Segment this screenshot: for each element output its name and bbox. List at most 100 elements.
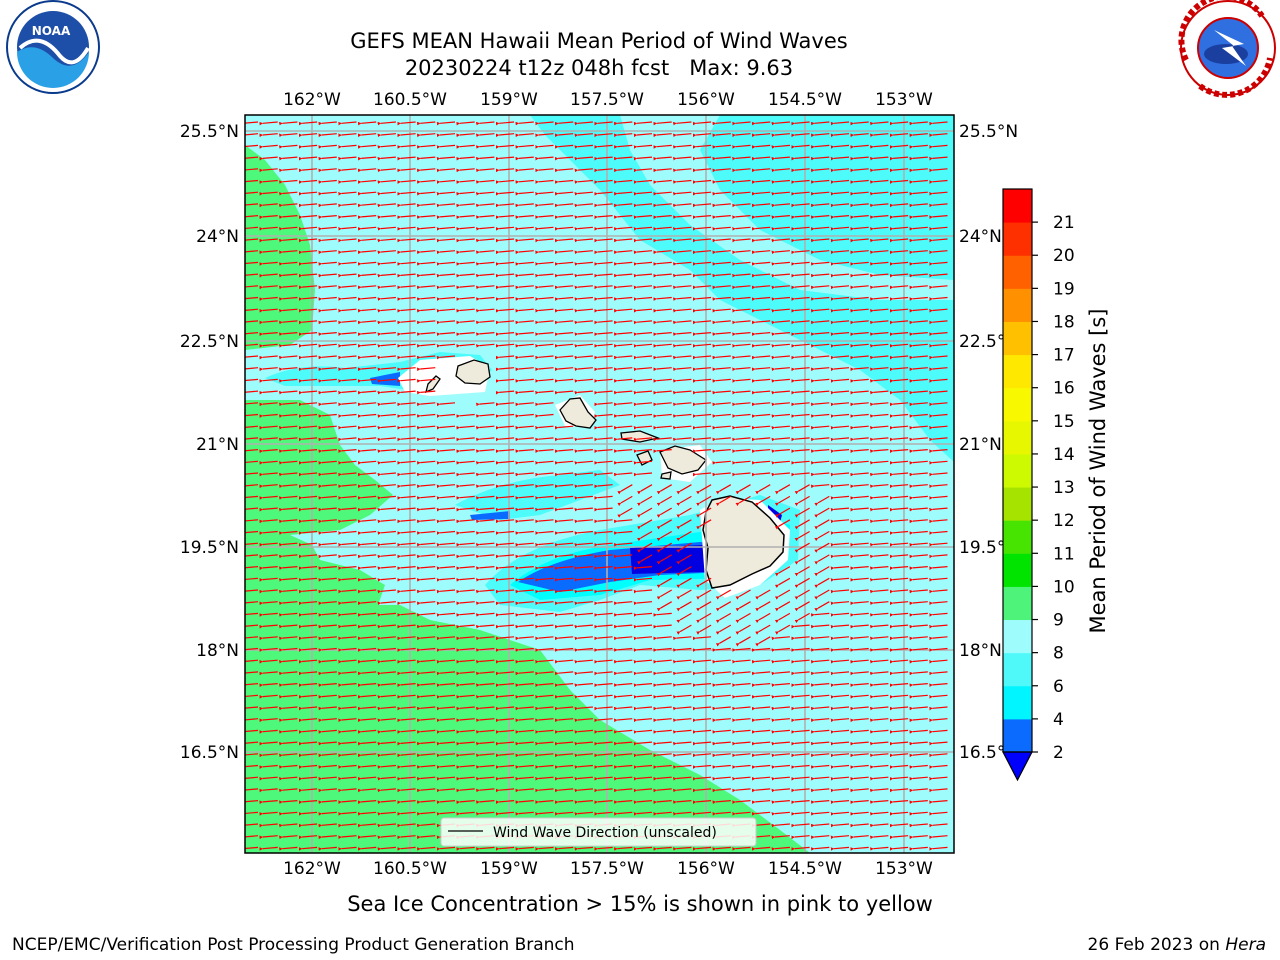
wind-wave-arrow (810, 238, 830, 243)
wind-wave-arrow (515, 156, 534, 161)
wind-wave-arrow (377, 203, 396, 208)
wind-wave-arrow (751, 179, 771, 184)
wind-wave-arrow (810, 168, 830, 173)
wind-wave-arrow (732, 168, 751, 173)
wind-wave-arrow (929, 121, 948, 126)
wind-wave-arrow (909, 191, 928, 196)
wind-wave-arrow (870, 250, 889, 255)
wind-wave-arrow (436, 226, 456, 231)
lon-label-top: 153°W (875, 90, 933, 110)
wind-wave-arrow (712, 156, 731, 161)
wind-wave-arrow (633, 168, 653, 173)
wind-wave-arrow (889, 261, 909, 266)
wind-wave-arrow (791, 179, 810, 184)
colorbar-segment (1003, 586, 1032, 621)
wind-wave-arrow (830, 285, 850, 290)
wind-wave-arrow (279, 285, 298, 290)
wind-wave-arrow (810, 285, 830, 290)
colorbar-tick-label: 8 (1053, 644, 1064, 664)
wind-wave-arrow (771, 226, 790, 231)
wind-wave-arrow (692, 179, 712, 184)
wind-wave-arrow (712, 121, 731, 126)
wind-wave-arrow (594, 144, 613, 149)
legend-label: Wind Wave Direction (unscaled) (493, 825, 717, 841)
wind-wave-arrow (830, 250, 850, 255)
wind-wave-arrow (515, 203, 534, 208)
wind-wave-arrow (259, 156, 278, 161)
wind-wave-arrow (554, 168, 574, 173)
wind-wave-arrow (889, 168, 909, 173)
wind-wave-arrow (338, 226, 357, 231)
wind-wave-arrow (653, 250, 672, 255)
colorbar-segment (1003, 387, 1032, 422)
wind-wave-arrow (318, 156, 337, 161)
wind-wave-arrow (476, 296, 495, 301)
wind-wave-arrow (732, 121, 751, 126)
lon-label-top: 156°W (677, 90, 735, 110)
wind-wave-arrow (377, 179, 396, 184)
wind-wave-arrow (298, 308, 318, 313)
wind-wave-arrow (397, 133, 416, 138)
wind-wave-arrow (830, 226, 850, 231)
wind-wave-arrow (357, 144, 377, 149)
wind-wave-arrow (929, 273, 948, 278)
wind-wave-arrow (791, 203, 810, 208)
wind-wave-arrow (476, 238, 495, 243)
wind-wave-arrow (574, 168, 593, 173)
colorbar-tick-label: 21 (1053, 213, 1075, 233)
wind-wave-arrow (574, 121, 593, 126)
wind-wave-arrow (554, 133, 574, 138)
lat-label-left: 16.5°N (180, 743, 239, 763)
wind-wave-arrow (535, 296, 554, 301)
wind-wave-arrow (692, 144, 712, 149)
lon-label-top: 162°W (283, 90, 341, 110)
wind-wave-arrow (870, 156, 889, 161)
wind-wave-arrow (594, 273, 613, 278)
wind-wave-arrow (929, 133, 948, 138)
wind-wave-arrow (633, 285, 653, 290)
wind-wave-arrow (830, 273, 850, 278)
wind-wave-arrow (673, 250, 692, 255)
wind-wave-arrow (870, 144, 889, 149)
lat-label-left: 22.5°N (180, 332, 239, 352)
wind-wave-arrow (397, 250, 416, 255)
wind-wave-arrow (574, 215, 593, 219)
wind-wave-arrow (732, 285, 751, 290)
lon-label-bottom: 162°W (283, 859, 341, 879)
wind-wave-arrow (456, 226, 475, 231)
wind-wave-arrow (751, 203, 771, 208)
wind-wave-arrow (653, 203, 672, 208)
wind-wave-arrow (771, 215, 790, 219)
wind-wave-arrow (416, 121, 436, 126)
wind-wave-arrow (515, 238, 534, 243)
wind-wave-arrow (712, 144, 731, 149)
wind-wave-arrow (535, 168, 554, 173)
wind-wave-arrow (298, 215, 318, 219)
wind-wave-arrow (712, 250, 731, 255)
wind-wave-arrow (732, 156, 751, 161)
wind-wave-arrow (712, 261, 731, 266)
wind-wave-arrow (377, 238, 396, 243)
wind-wave-arrow (929, 261, 948, 266)
wind-wave-arrow (554, 285, 574, 290)
wind-wave-arrow (594, 191, 613, 196)
wind-wave-arrow (416, 203, 436, 208)
wind-wave-arrow (476, 226, 495, 231)
footer-date-text: 26 Feb 2023 on (1088, 935, 1226, 955)
wind-wave-arrow (535, 191, 554, 196)
wind-wave-arrow (397, 261, 416, 266)
wind-wave-arrow (850, 285, 869, 290)
wind-wave-arrow (476, 285, 495, 290)
wind-wave-arrow (259, 179, 278, 184)
colorbar-tick-label: 6 (1053, 677, 1064, 697)
wind-wave-arrow (436, 156, 456, 161)
wind-wave-arrow (810, 179, 830, 184)
wind-wave-arrow (850, 168, 869, 173)
wind-wave-arrow (476, 144, 495, 149)
wind-wave-arrow (633, 156, 653, 161)
wind-wave-arrow (889, 121, 909, 126)
wind-wave-arrow (259, 144, 278, 149)
colorbar-segment (1003, 222, 1032, 256)
wind-wave-arrow (338, 179, 357, 184)
wind-wave-arrow (495, 203, 515, 208)
